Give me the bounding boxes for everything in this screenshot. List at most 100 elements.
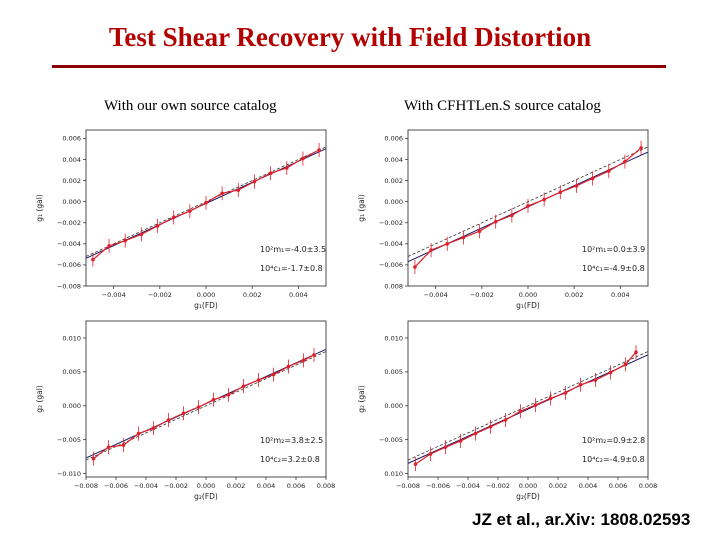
y-tick-label: 0.010 (384, 334, 403, 342)
chart-panel-bottom-left: −0.008 −0.006 −0.004 −0.002 0.000 0.002 0.004 0… (35, 320, 336, 501)
y-tick-label: −0.006 (57, 261, 81, 269)
data-point (428, 452, 433, 456)
y-tick-label: −0.004 (379, 240, 403, 248)
data-point (510, 213, 514, 218)
data-point (271, 372, 276, 377)
y-tick-label: 0.000 (384, 402, 403, 410)
reference-line (85, 351, 327, 461)
data-point (429, 248, 433, 252)
x-tick-label: −0.002 (486, 482, 510, 490)
right-column-heading: With CFHTLen.S source catalog (404, 98, 601, 114)
x-tick-label: 0.006 (287, 482, 306, 490)
data-point (590, 176, 595, 181)
data-point (256, 378, 261, 382)
data-point (503, 418, 508, 422)
x-tick-label: −0.002 (470, 291, 494, 299)
y-tick-label: −0.002 (57, 219, 81, 227)
fit-annotation: 10⁴c₁=-4.9±0.8 (582, 264, 645, 273)
data-point (518, 409, 523, 414)
series-line (415, 351, 637, 465)
x-tick-label: −0.002 (164, 482, 188, 490)
y-tick-label: 0.004 (384, 156, 403, 164)
x-tick-label: 0.004 (289, 291, 308, 299)
x-tick-label: −0.004 (456, 482, 480, 490)
series-line (93, 354, 315, 460)
y-tick-label: 0.005 (62, 368, 81, 376)
data-point (211, 397, 216, 402)
plot-frame (85, 320, 327, 478)
data-point (220, 191, 224, 196)
data-point (151, 426, 156, 430)
x-tick-label: 0.002 (549, 482, 568, 490)
x-tick-label: −0.008 (396, 482, 420, 490)
y-axis-label: g₁ (gal) (35, 194, 44, 222)
y-tick-label: −0.002 (379, 219, 403, 227)
y-tick-label: 0.010 (384, 470, 403, 478)
fit-line (407, 354, 649, 464)
data-point (563, 391, 568, 395)
data-point (634, 350, 638, 354)
y-tick-label: 0.008 (384, 282, 403, 290)
title-underline (52, 65, 666, 68)
data-point (317, 148, 321, 152)
data-point (107, 244, 111, 248)
data-point (136, 431, 141, 436)
data-point (443, 445, 448, 449)
fit-annotation: 10²m₂=0.9±2.8 (582, 436, 645, 445)
data-point (106, 445, 111, 449)
data-point (445, 242, 450, 246)
data-point (473, 431, 478, 436)
y-axis-label: g₁ (gal) (357, 194, 366, 222)
x-axis-label: g₂(FD) (516, 492, 540, 501)
data-point (241, 384, 246, 388)
fit-annotation: 10²m₁=0.0±3.9 (582, 245, 645, 254)
y-tick-label: −0.005 (57, 436, 81, 444)
y-tick-label: −0.008 (57, 282, 81, 290)
x-tick-label: −0.002 (148, 291, 172, 299)
data-point (558, 190, 563, 194)
x-tick-label: −0.004 (102, 291, 126, 299)
data-point (286, 364, 291, 369)
chart-panel-top-right: −0.004 −0.002 0.000 0.002 0.004 0.006 0.004 0.0… (357, 129, 649, 310)
data-point (139, 232, 144, 237)
data-point (284, 166, 289, 170)
data-point (526, 204, 530, 208)
slide-title: Test Shear Recovery with Field Distortio… (108, 22, 592, 52)
citation: JZ et al., ar.Xiv: 1808.02593 (472, 510, 691, 529)
y-tick-label: −0.010 (57, 470, 81, 478)
plot-frame (407, 320, 649, 478)
data-point (123, 238, 128, 243)
data-point (606, 169, 611, 173)
data-point (623, 159, 627, 164)
data-point (155, 224, 160, 228)
y-tick-label: 0.000 (62, 402, 81, 410)
x-tick-label: 0.000 (197, 482, 216, 490)
data-point (196, 405, 201, 409)
x-tick-label: 0.000 (197, 291, 216, 299)
left-column-heading: With our own source catalog (104, 98, 277, 114)
x-tick-label: 0.004 (611, 291, 630, 299)
data-point (166, 418, 171, 422)
data-point (181, 411, 186, 416)
x-tick-label: −0.008 (74, 482, 98, 490)
x-tick-label: 0.008 (317, 482, 336, 490)
x-tick-label: 0.004 (579, 482, 598, 490)
fit-annotation: 10⁴c₂=-4.9±0.8 (582, 455, 645, 464)
data-point (578, 382, 583, 387)
y-axis-label: g₂ (gal) (357, 385, 366, 413)
data-point (268, 171, 273, 176)
y-tick-label: 0.005 (384, 368, 403, 376)
data-point (542, 197, 546, 202)
data-point (533, 403, 538, 407)
x-tick-label: 0.008 (639, 482, 658, 490)
x-tick-label: −0.004 (134, 482, 158, 490)
data-point (458, 439, 463, 443)
y-tick-label: 0.000 (62, 198, 81, 206)
y-tick-label: 0.002 (62, 177, 81, 185)
reference-line (407, 351, 649, 461)
x-tick-label: −0.006 (426, 482, 450, 490)
data-point (252, 179, 257, 184)
y-tick-label: 0.000 (384, 198, 403, 206)
x-tick-label: −0.006 (104, 482, 128, 490)
data-point (171, 215, 176, 220)
